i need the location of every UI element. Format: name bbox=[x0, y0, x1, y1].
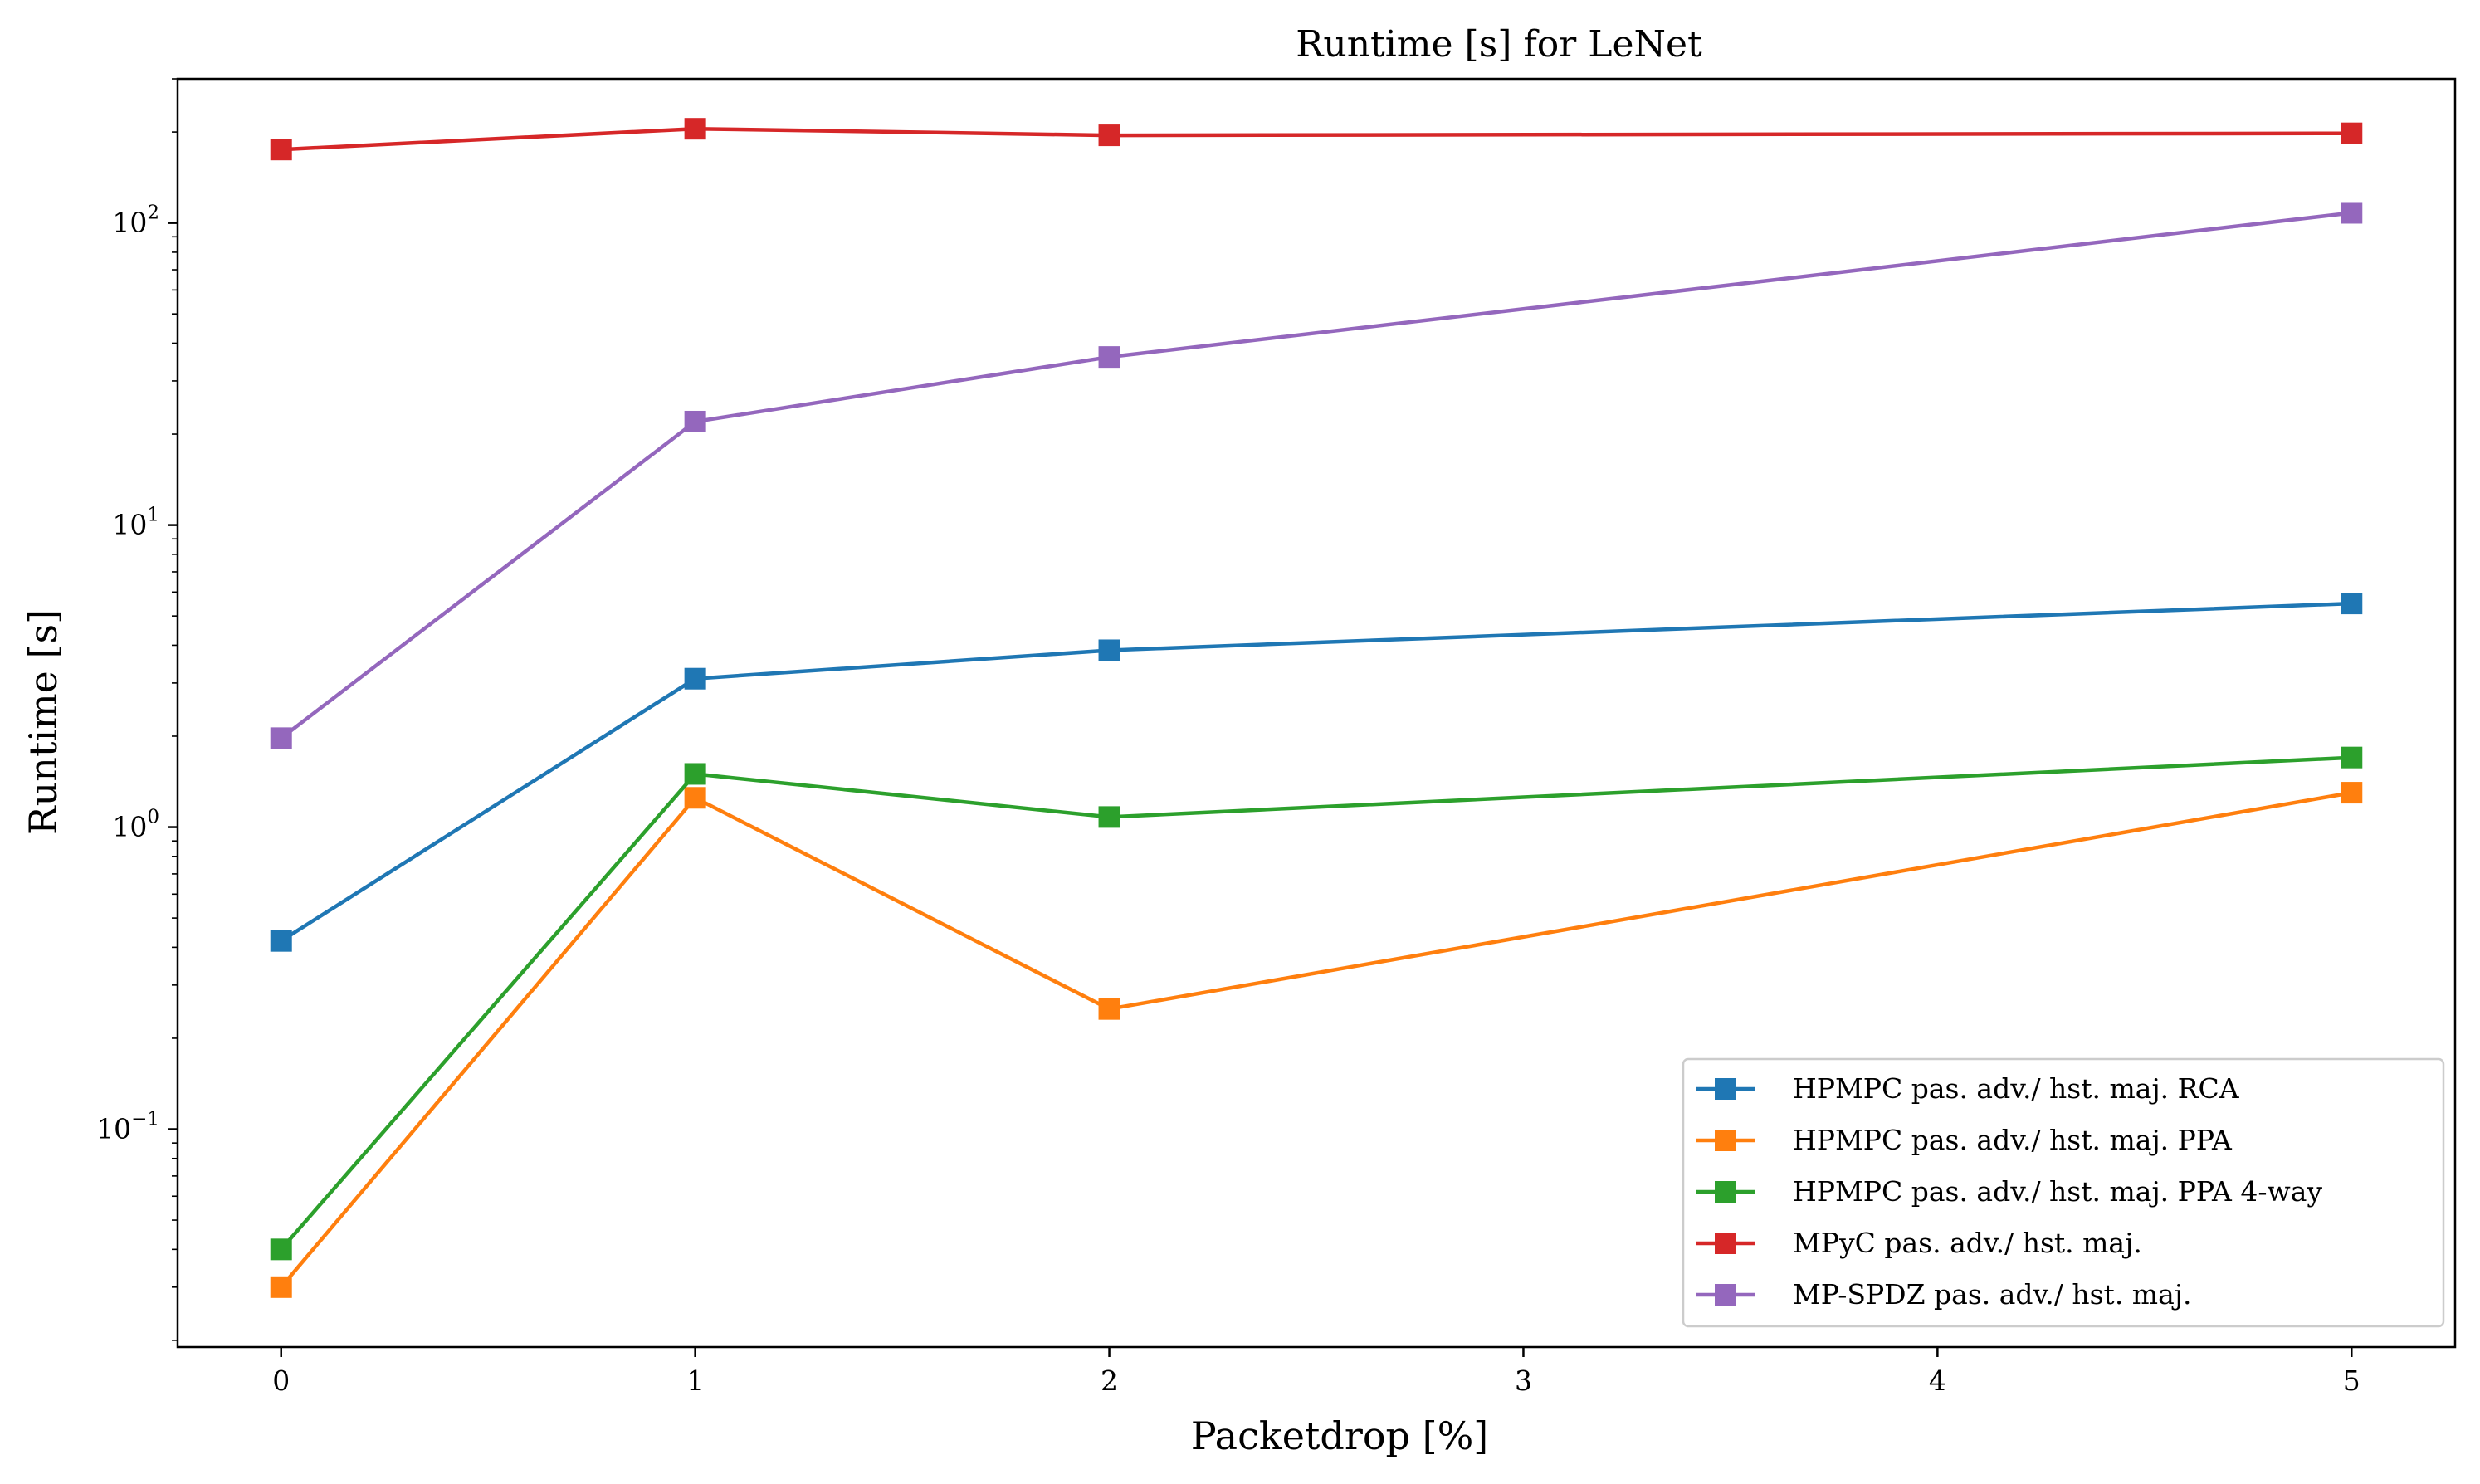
legend-marker bbox=[1715, 1078, 1736, 1100]
data-point-marker bbox=[2341, 746, 2363, 769]
data-point-marker bbox=[684, 763, 706, 785]
legend-marker bbox=[1715, 1284, 1736, 1306]
data-point-marker bbox=[1098, 346, 1120, 369]
legend-label: HPMPC pas. adv./ hst. maj. RCA bbox=[1793, 1072, 2240, 1105]
data-point-marker bbox=[1098, 639, 1120, 661]
data-point-marker bbox=[1098, 998, 1120, 1020]
data-point-marker bbox=[684, 410, 706, 432]
y-tick-label: 100 bbox=[112, 807, 159, 843]
data-point-marker bbox=[270, 1238, 292, 1261]
x-tick-label: 0 bbox=[272, 1364, 290, 1397]
data-point-marker bbox=[2341, 782, 2363, 804]
chart-title: Runtime [s] for LeNet bbox=[1296, 23, 1702, 66]
y-axis: 10−1 100 101 102 bbox=[96, 78, 178, 1341]
y-tick-label: 10−1 bbox=[96, 1109, 159, 1145]
data-point-marker bbox=[1098, 806, 1120, 828]
legend-label: HPMPC pas. adv./ hst. maj. PPA 4-way bbox=[1793, 1175, 2322, 1208]
series-line bbox=[280, 211, 2352, 740]
x-tick-label: 5 bbox=[2343, 1364, 2360, 1397]
series-line bbox=[280, 601, 2352, 943]
x-tick-label: 3 bbox=[1515, 1364, 1532, 1397]
legend-label: MP-SPDZ pas. adv./ hst. maj. bbox=[1793, 1278, 2191, 1311]
y-tick-label: 102 bbox=[112, 203, 159, 239]
plot-frame bbox=[176, 77, 2457, 1349]
x-axis: 0 1 2 3 4 5 bbox=[272, 1347, 2360, 1397]
legend-label: HPMPC pas. adv./ hst. maj. PPA bbox=[1793, 1124, 2233, 1156]
legend-label: MPyC pas. adv./ hst. maj. bbox=[1793, 1227, 2142, 1259]
legend-marker bbox=[1715, 1181, 1736, 1203]
data-point-marker bbox=[2341, 122, 2363, 144]
data-point-marker bbox=[270, 139, 292, 161]
y-axis-label: Runtime [s] bbox=[21, 609, 66, 835]
x-tick-label: 4 bbox=[1929, 1364, 1946, 1397]
data-point-marker bbox=[2341, 202, 2363, 224]
data-point-marker bbox=[1098, 124, 1120, 147]
data-point-marker bbox=[270, 930, 292, 952]
data-point-marker bbox=[270, 727, 292, 749]
x-axis-label: Packetdrop [%] bbox=[1191, 1413, 1488, 1458]
data-point-marker bbox=[270, 1276, 292, 1298]
series-line bbox=[279, 790, 2352, 1289]
legend-marker bbox=[1715, 1233, 1736, 1254]
legend-box bbox=[1682, 1057, 2445, 1328]
series-line bbox=[280, 755, 2352, 1251]
legend: HPMPC pas. adv./ hst. maj. RCA HPMPC pas.… bbox=[1682, 1057, 2445, 1328]
y-tick-label: 101 bbox=[112, 505, 159, 541]
plot-area bbox=[270, 118, 2363, 1298]
data-point-marker bbox=[684, 118, 706, 140]
legend-marker bbox=[1715, 1130, 1736, 1151]
data-point-marker bbox=[684, 667, 706, 690]
x-tick-label: 1 bbox=[686, 1364, 704, 1397]
series-line bbox=[281, 126, 2352, 152]
data-point-marker bbox=[684, 787, 706, 809]
x-tick-label: 2 bbox=[1101, 1364, 1118, 1397]
data-point-marker bbox=[2341, 593, 2363, 615]
